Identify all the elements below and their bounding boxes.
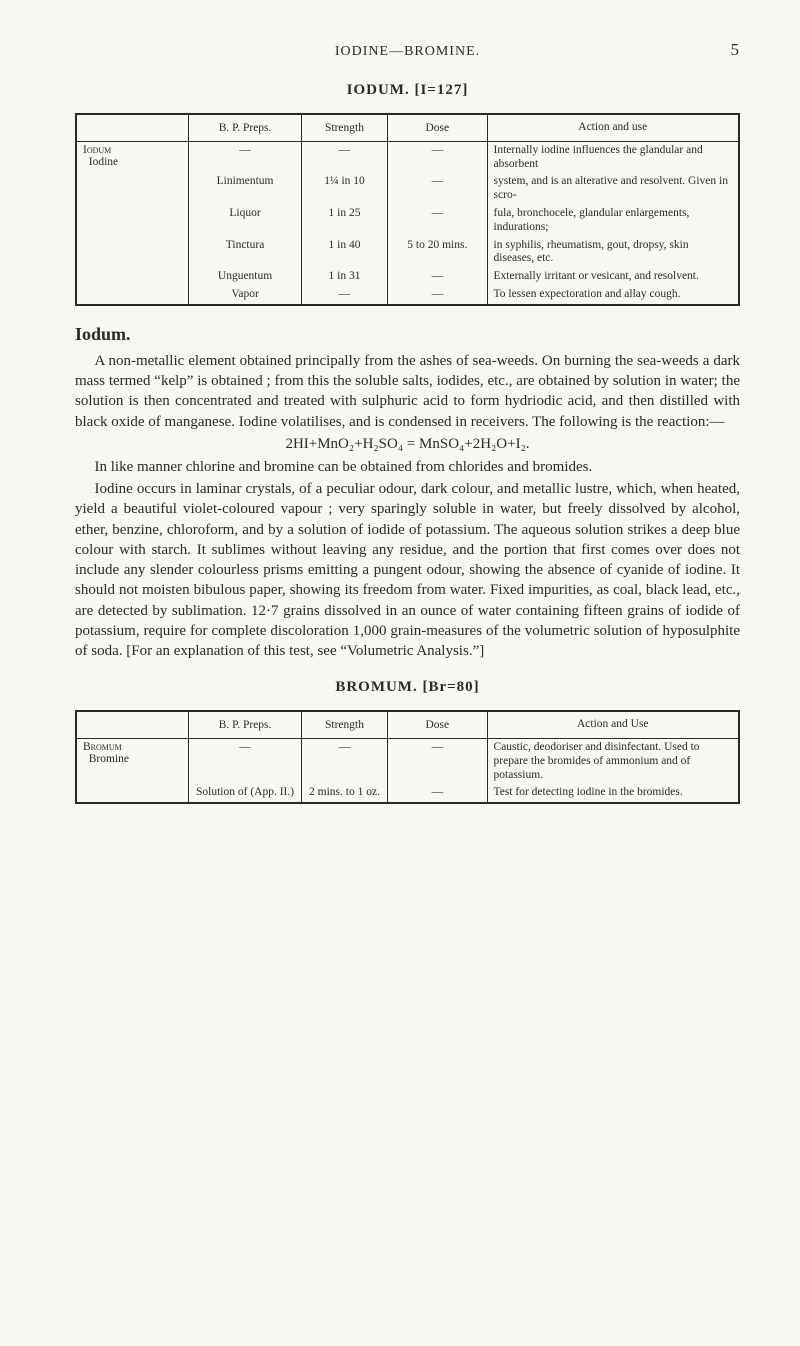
- row-name: Bromum: [83, 741, 122, 753]
- cell-strength: —: [301, 141, 387, 173]
- cell-action: system, and is an alterative and resolve…: [487, 173, 739, 205]
- cell-strength: —: [301, 286, 387, 305]
- cell-prep: Unguentum: [189, 268, 302, 286]
- cell-prep: Linimentum: [189, 173, 302, 205]
- cell-prep: Solution of (App. II.): [189, 784, 302, 803]
- cell-action: in syphilis, rheumatism, gout, dropsy, s…: [487, 237, 739, 269]
- th-action: Action and use: [487, 114, 739, 141]
- cell-dose: —: [388, 286, 487, 305]
- cell-dose: —: [388, 268, 487, 286]
- reaction-formula: 2HI+MnO₂+H₂SO₄ = MnSO₄+2H₂O+I₂.: [75, 436, 740, 453]
- bromum-table: B. P. Preps. Strength Dose Action and Us…: [75, 710, 740, 804]
- cell-dose: —: [388, 784, 487, 803]
- bromum-title: BROMUM. [Br=80]: [75, 679, 740, 696]
- cell-action: Externally irritant or vesicant, and res…: [487, 268, 739, 286]
- cell-action: Test for detecting iodine in the bromide…: [487, 784, 739, 803]
- body-para: In like manner chlorine and bromine can …: [75, 457, 740, 477]
- th-action: Action and Use: [487, 711, 739, 738]
- cell-strength: 1 in 31: [301, 268, 387, 286]
- cell-prep: Tinctura: [189, 237, 302, 269]
- cell-strength: 1 in 25: [301, 205, 387, 237]
- cell-action: To lessen expectoration and allay cough.: [487, 286, 739, 305]
- row-label: Iodum Iodine: [76, 141, 189, 304]
- cell-action: Caustic, deodoriser and disinfectant. Us…: [487, 739, 739, 785]
- cell-prep: —: [189, 141, 302, 173]
- body-para: A non-metallic element obtained principa…: [75, 351, 740, 432]
- cell-dose: —: [388, 173, 487, 205]
- cell-strength: 1¼ in 10: [301, 173, 387, 205]
- row-name: Iodum: [83, 144, 111, 156]
- th-strength: Strength: [301, 114, 387, 141]
- cell-strength: —: [301, 739, 387, 785]
- cell-action: fula, bronchocele, glandular enlargement…: [487, 205, 739, 237]
- table-row: Iodum Iodine — — — Internally iodine inf…: [76, 141, 739, 173]
- cell-action: Internally iodine influences the glandul…: [487, 141, 739, 173]
- cell-dose: —: [388, 141, 487, 173]
- cell-prep: —: [189, 739, 302, 785]
- row-sub: Iodine: [89, 156, 118, 168]
- iodum-heading: Iodum.: [75, 324, 740, 345]
- table-header-row: B. P. Preps. Strength Dose Action and Us…: [76, 711, 739, 738]
- running-title: IODINE—BROMINE.: [95, 44, 720, 60]
- table-header-row: B. P. Preps. Strength Dose Action and us…: [76, 114, 739, 141]
- th-strength: Strength: [301, 711, 387, 738]
- table-row: Bromum Bromine — — — Caustic, deodoriser…: [76, 739, 739, 785]
- cell-prep: Liquor: [189, 205, 302, 237]
- th-blank: [76, 711, 189, 738]
- cell-dose: —: [388, 739, 487, 785]
- th-dose: Dose: [388, 711, 487, 738]
- th-blank: [76, 114, 189, 141]
- iodum-table: B. P. Preps. Strength Dose Action and us…: [75, 113, 740, 306]
- th-preps: B. P. Preps.: [189, 711, 302, 738]
- row-label: Bromum Bromine: [76, 739, 189, 804]
- th-dose: Dose: [388, 114, 487, 141]
- iodum-title: IODUM. [I=127]: [75, 82, 740, 99]
- cell-dose: 5 to 20 mins.: [388, 237, 487, 269]
- cell-prep: Vapor: [189, 286, 302, 305]
- th-preps: B. P. Preps.: [189, 114, 302, 141]
- page: IODINE—BROMINE. 5 IODUM. [I=127] B. P. P…: [0, 0, 800, 1346]
- cell-strength: 1 in 40: [301, 237, 387, 269]
- running-head: IODINE—BROMINE. 5: [75, 40, 740, 60]
- body-para: Iodine occurs in laminar crystals, of a …: [75, 479, 740, 661]
- page-number: 5: [720, 40, 740, 60]
- cell-strength: 2 mins. to 1 oz.: [301, 784, 387, 803]
- row-sub: Bromine: [89, 753, 129, 765]
- cell-dose: —: [388, 205, 487, 237]
